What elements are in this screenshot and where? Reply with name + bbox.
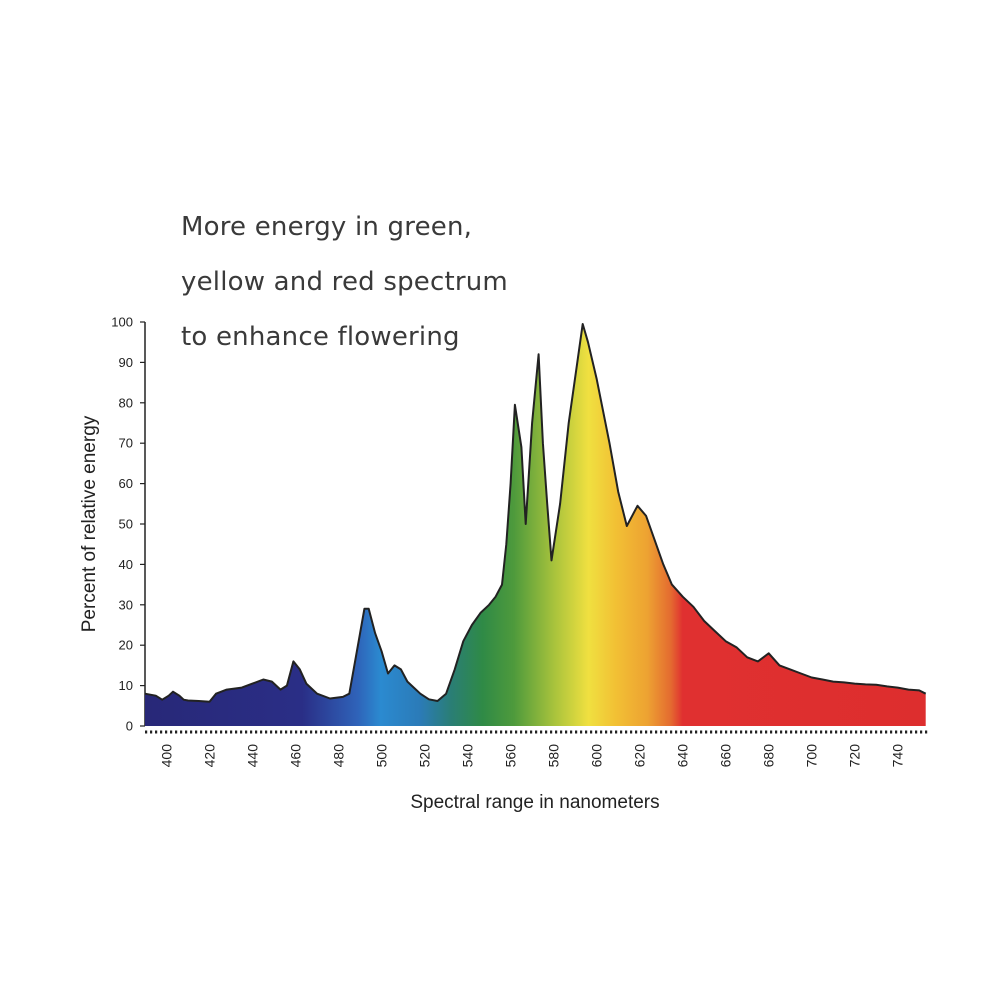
x-tick-label: 480 [331,744,347,768]
x-tick-label: 600 [589,744,605,768]
x-tick-label: 400 [159,744,175,768]
y-axis: 0 10 20 30 40 50 60 70 80 90 100 [111,315,146,734]
x-tick-label: 700 [804,744,820,768]
annotation-line-2: yellow and red spectrum [181,267,508,297]
x-tick-label: 580 [546,744,562,768]
y-axis-label: Percent of relative energy [79,415,100,632]
spectrum-outline [144,323,927,703]
x-tick-label: 540 [460,744,476,768]
y-tick-label: 20 [119,638,133,653]
y-tick-label: 90 [119,355,133,370]
spectrum-area [145,324,926,726]
x-axis-label: Spectral range in nanometers [410,792,659,813]
y-tick-label: 0 [126,719,133,734]
y-tick-label: 40 [119,557,133,572]
x-axis: 400 420 440 460 480 500 520 540 560 580 600 620 640 6… [159,744,906,768]
x-tick-label: 640 [675,744,691,768]
annotation-line-1: More energy in green, [181,212,473,242]
y-tick-label: 60 [119,476,133,491]
x-tick-label: 740 [890,744,906,768]
x-tick-label: 660 [718,744,734,768]
y-tick-label: 50 [119,517,133,532]
y-tick-label: 100 [111,315,133,330]
x-tick-label: 620 [632,744,648,768]
x-tick-label: 500 [374,744,390,768]
x-tick-label: 680 [761,744,777,768]
x-tick-label: 420 [202,744,218,768]
x-tick-label: 460 [288,744,304,768]
annotation-line-3: to enhance flowering [181,322,460,352]
y-tick-label: 80 [119,395,133,410]
x-tick-label: 440 [245,744,261,768]
x-tick-label: 520 [417,744,433,768]
y-tick-label: 10 [119,678,133,693]
x-tick-label: 720 [847,744,863,768]
y-tick-label: 70 [119,436,133,451]
y-tick-label: 30 [119,597,133,612]
x-tick-label: 560 [503,744,519,768]
